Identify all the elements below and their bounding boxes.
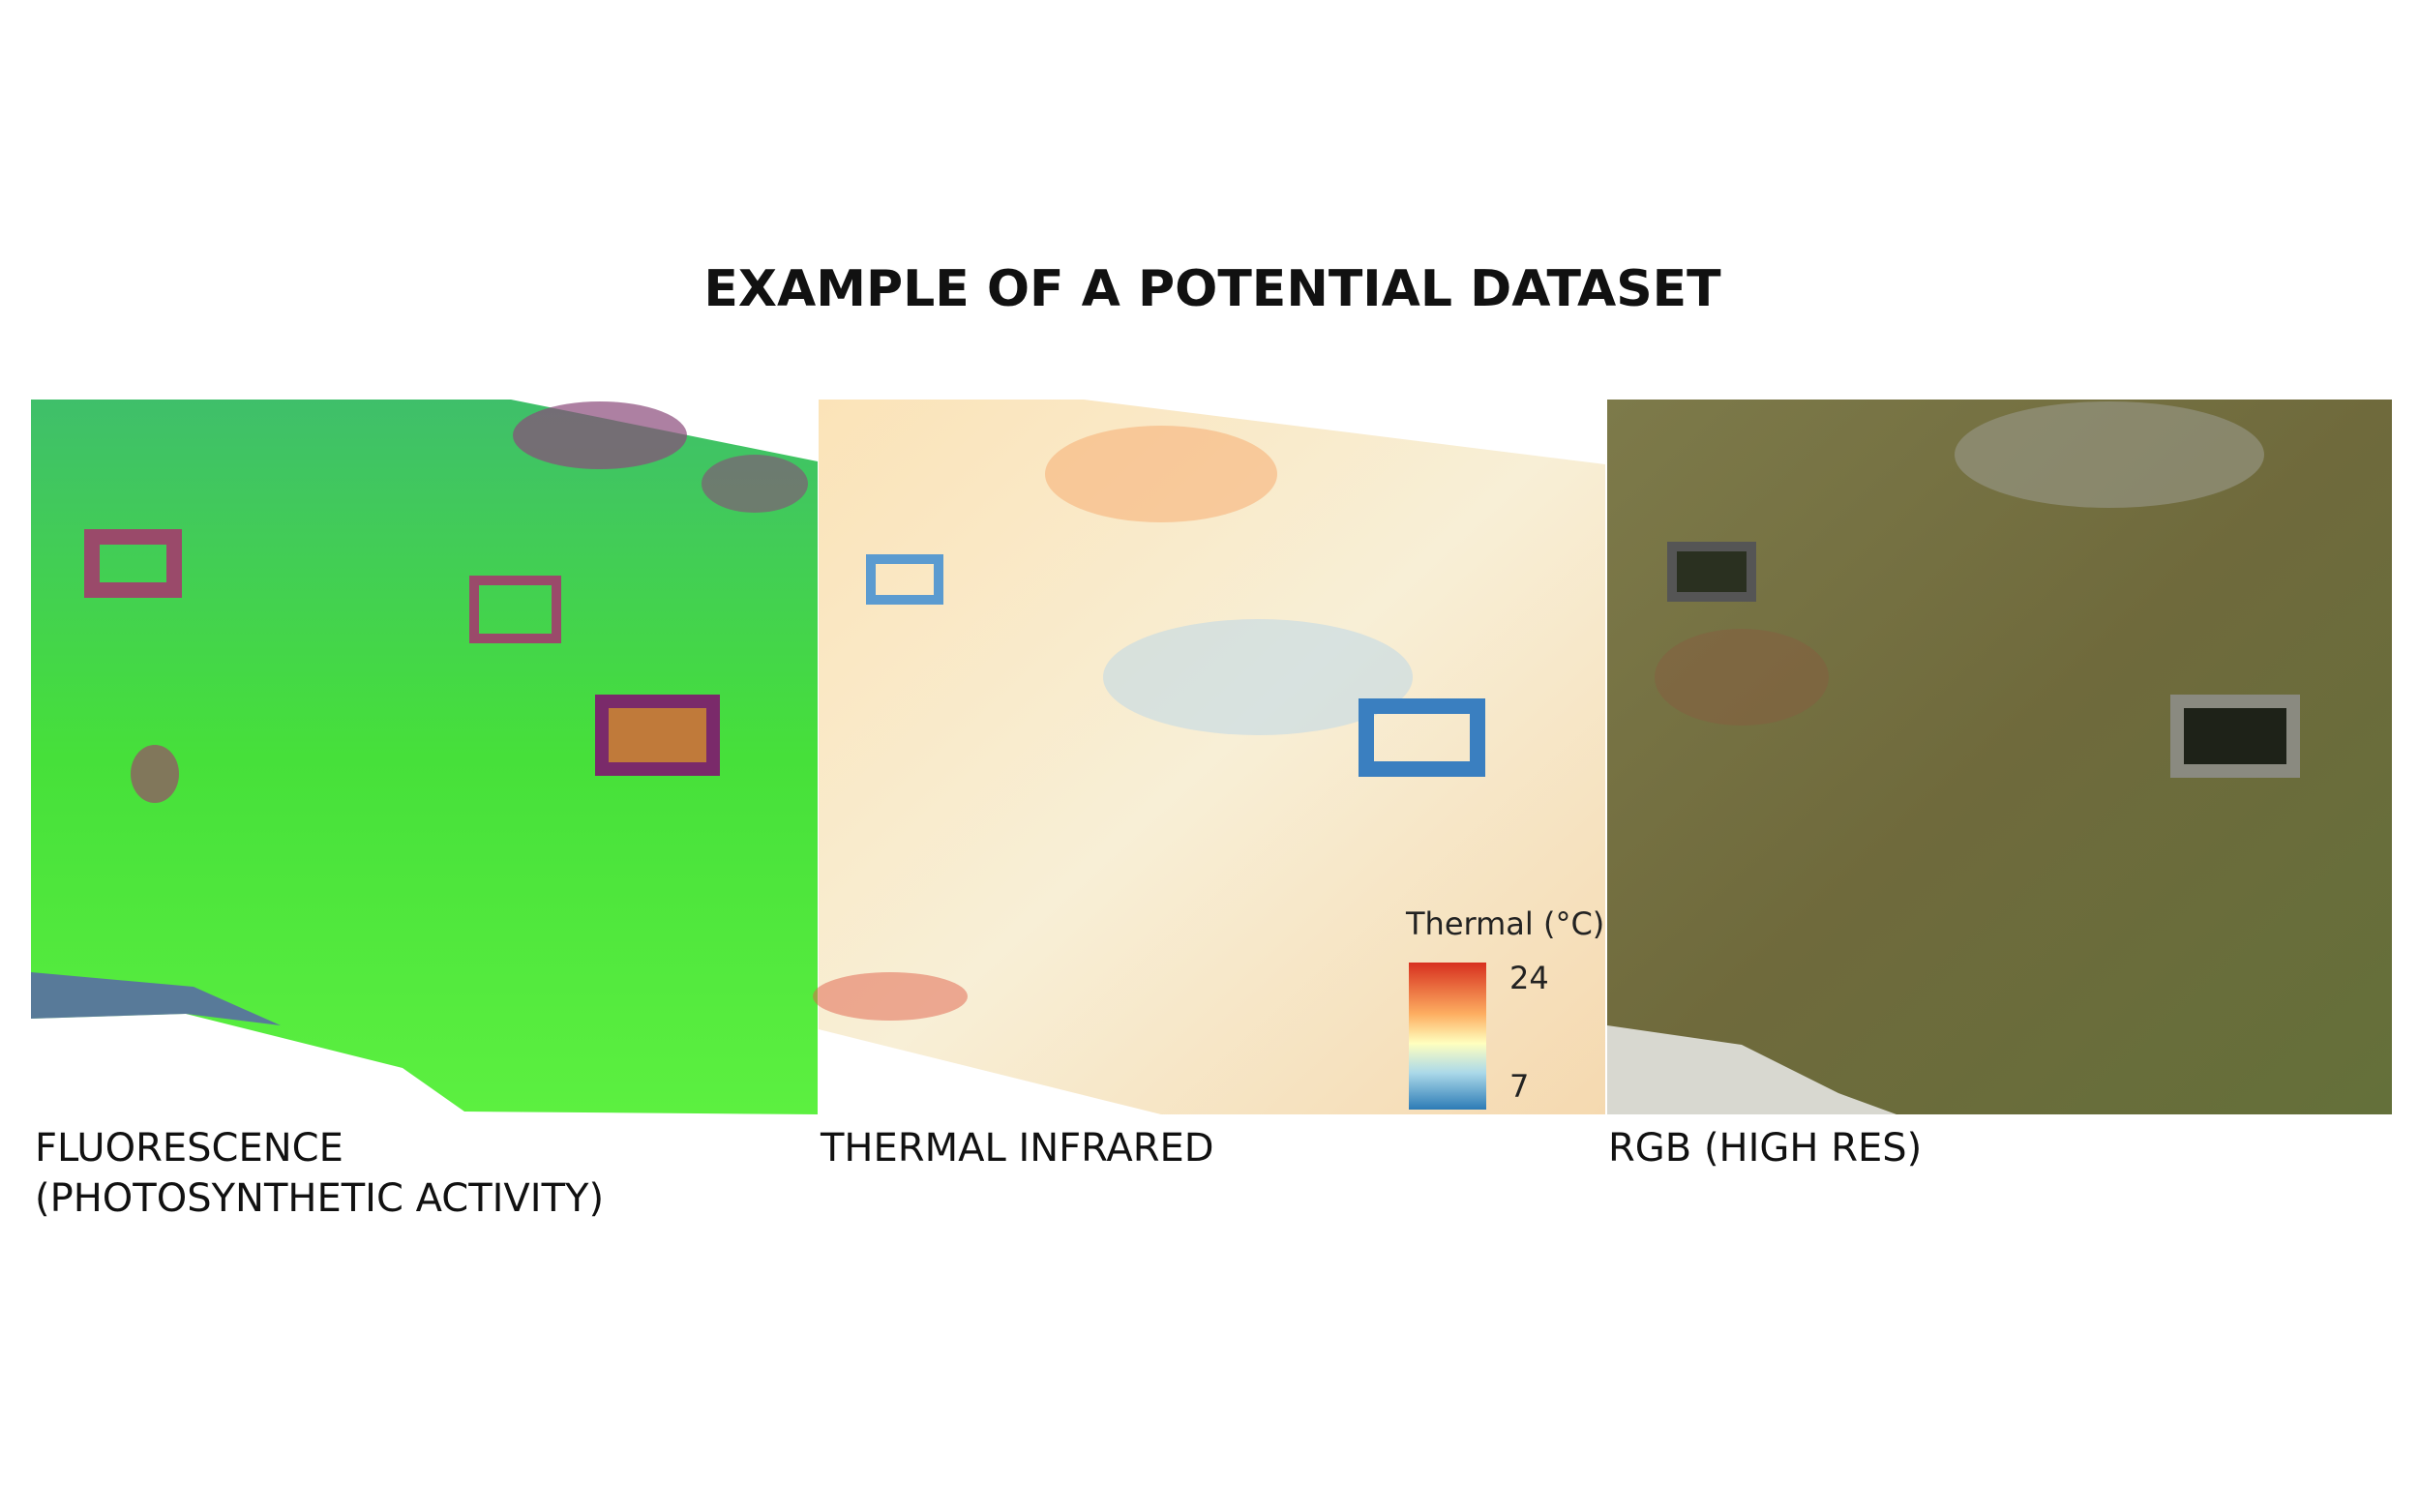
texture [31, 972, 281, 1025]
rgb-image [1607, 400, 2392, 1114]
feature [595, 695, 720, 776]
feature [866, 554, 943, 605]
caption: THERMAL INFRARED [820, 1126, 1214, 1171]
slide-title: EXAMPLE OF A POTENTIAL DATASET [703, 260, 1721, 318]
thermal-image: Thermal (°C) 24 7 [813, 400, 1605, 1114]
fluorescence-image [31, 400, 818, 1114]
texture [1655, 629, 1829, 726]
feature [84, 529, 182, 598]
texture [131, 745, 179, 803]
texture [1103, 619, 1413, 735]
feature [2170, 695, 2300, 778]
legend-title: Thermal (°C) [1405, 905, 1604, 942]
image-area [31, 400, 818, 1114]
caption: (PHOTOSYNTHETIC ACTIVITY) [35, 1176, 604, 1221]
texture [513, 401, 687, 469]
texture [1045, 426, 1277, 522]
feature [469, 576, 561, 643]
texture [813, 972, 968, 1021]
texture [1955, 401, 2264, 508]
caption: FLUORESCENCE [35, 1126, 343, 1171]
caption: RGB (HIGH RES) [1608, 1126, 1922, 1171]
feature [1667, 542, 1756, 602]
legend-max: 24 [1509, 960, 1549, 996]
feature [1359, 698, 1485, 777]
legend-min: 7 [1509, 1068, 1529, 1105]
legend-colorbar [1409, 963, 1486, 1110]
texture [1607, 1025, 1896, 1114]
image-area [819, 400, 1605, 1114]
texture [702, 455, 808, 513]
